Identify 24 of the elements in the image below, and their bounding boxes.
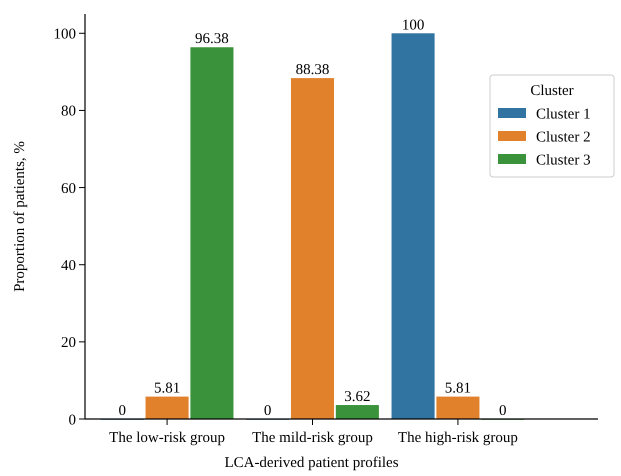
data-label: 0 bbox=[264, 403, 272, 419]
y-tick-label: 100 bbox=[54, 26, 76, 43]
y-tick-label: 0 bbox=[68, 412, 76, 428]
y-tick-label: 60 bbox=[61, 180, 76, 197]
y-tick-label: 80 bbox=[61, 104, 76, 120]
data-label: 5.81 bbox=[154, 380, 180, 397]
y-tick-label: 20 bbox=[61, 335, 76, 352]
data-label: 0 bbox=[118, 403, 126, 419]
data-label: 3.62 bbox=[344, 389, 370, 406]
data-label: 0 bbox=[499, 403, 507, 419]
data-label: 100 bbox=[402, 17, 424, 34]
data-label: 5.81 bbox=[444, 380, 472, 397]
data-label: 88.38 bbox=[296, 62, 330, 78]
legend-title: Cluster bbox=[530, 83, 574, 99]
x-tick-label: The mild-risk group bbox=[252, 430, 373, 446]
y-axis-title: Proportion of patients, % bbox=[12, 141, 28, 292]
x-tick-label: The low-risk group bbox=[109, 430, 225, 446]
legend-label: Cluster 1 bbox=[536, 106, 591, 122]
y-tick-label: 40 bbox=[61, 258, 76, 274]
data-label: 96.38 bbox=[195, 31, 229, 48]
legend-label: Cluster 3 bbox=[536, 152, 591, 168]
x-axis-title: LCA-derived patient profiles bbox=[224, 455, 399, 471]
legend-label: Cluster 2 bbox=[536, 129, 591, 146]
x-tick-label: The high-risk group bbox=[398, 430, 518, 446]
